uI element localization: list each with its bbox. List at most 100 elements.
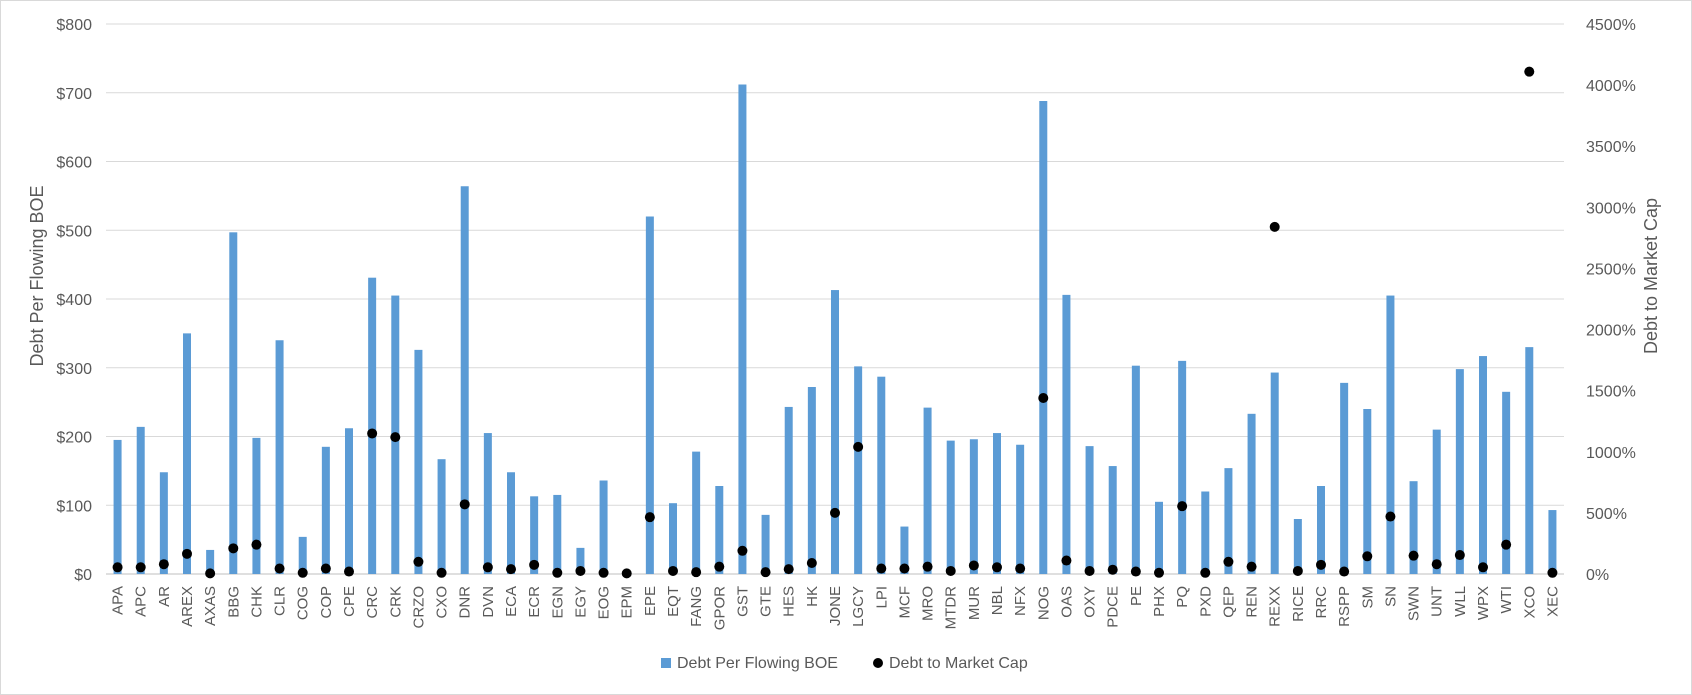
category-label: SM — [1359, 586, 1376, 609]
point-cxo — [436, 567, 447, 578]
point-swn — [1408, 550, 1419, 561]
bar-cpe — [345, 428, 353, 574]
category-label: EGN — [549, 586, 566, 619]
bar-egy — [576, 547, 585, 574]
category-label: GTE — [758, 586, 775, 617]
point-epe — [644, 512, 655, 523]
category-label: CXO — [434, 586, 451, 619]
right-axis-ticks: 0% 500% 1000% 1500% 2000% 2500% 3000% 3500% 4000… — [1586, 17, 1636, 584]
point-cpe — [344, 566, 354, 577]
category-label: RRC — [1313, 586, 1330, 619]
bar-eog — [599, 480, 608, 574]
legend-label-bar: Debt Per Flowing BOE — [677, 655, 838, 672]
point-cop — [320, 563, 331, 574]
category-label: DVN — [480, 586, 497, 618]
bar-wti — [1502, 391, 1511, 574]
bar-ar — [159, 472, 168, 574]
bar-series — [113, 84, 1557, 574]
point-bbg — [228, 543, 239, 554]
y2-axis-title: Debt to Market Cap — [1641, 198, 1661, 354]
category-label: CRK — [387, 586, 404, 618]
left-axis-ticks: $0 $100 $200 $300 $400 $500 $600 $700 $800 — [56, 17, 92, 584]
y-tick-label: $200 — [56, 430, 92, 447]
bar-unt — [1432, 429, 1441, 574]
category-label: CRC — [364, 586, 381, 619]
point-crc — [367, 428, 378, 439]
bar-mtdr — [946, 440, 955, 574]
category-label: NOG — [1035, 586, 1052, 620]
legend-swatch-point — [873, 658, 883, 668]
bar-oxy — [1085, 446, 1094, 574]
category-label: GST — [734, 586, 751, 617]
category-label: COG — [295, 586, 312, 620]
bar-mcf — [900, 526, 909, 574]
category-label: BBG — [225, 586, 242, 618]
point-phx — [1154, 567, 1164, 578]
point-fang — [691, 567, 702, 578]
category-label: CHK — [248, 586, 265, 618]
category-label: HK — [804, 586, 821, 607]
category-label: WPX — [1475, 586, 1492, 620]
y-axis-title: Debt Per Flowing BOE — [27, 185, 47, 366]
bar-apc — [136, 426, 145, 574]
point-crzo — [413, 556, 424, 567]
y-tick-label: $300 — [56, 361, 92, 378]
category-label: EOG — [596, 586, 613, 619]
bar-hes — [784, 406, 793, 574]
point-epm — [621, 568, 632, 579]
y2-tick-label: 1000% — [1586, 445, 1636, 462]
legend-swatch-bar — [661, 658, 671, 668]
point-cog — [297, 567, 308, 578]
y2-tick-label: 4000% — [1586, 78, 1636, 95]
point-sm — [1362, 551, 1373, 562]
point-apa — [112, 562, 123, 573]
category-label: AXAS — [202, 586, 219, 626]
point-xec — [1547, 567, 1558, 578]
bar-oas — [1062, 294, 1071, 574]
point-rspp — [1339, 566, 1350, 577]
bar-eca — [507, 472, 515, 574]
point-unt — [1431, 559, 1442, 570]
category-label: REN — [1244, 586, 1261, 618]
bar-axas — [206, 549, 215, 574]
point-rexx — [1269, 221, 1280, 232]
point-mtdr — [945, 565, 956, 576]
point-clr — [274, 563, 285, 574]
bar-crzo — [414, 349, 423, 574]
category-label: AREX — [179, 586, 196, 627]
bar-rexx — [1270, 372, 1279, 574]
category-label: JONE — [827, 586, 844, 626]
bar-sm — [1363, 409, 1372, 574]
category-label: GPOR — [711, 586, 728, 630]
point-apc — [135, 562, 146, 573]
category-label: EQT — [665, 586, 682, 617]
point-eog — [598, 567, 609, 578]
category-label: PXD — [1197, 586, 1214, 617]
point-oxy — [1084, 565, 1095, 576]
y-tick-label: $800 — [56, 17, 92, 34]
bar-pe — [1131, 365, 1140, 574]
point-nog — [1038, 393, 1049, 403]
point-hes — [783, 564, 794, 575]
scatter-series — [112, 66, 1558, 579]
point-xco — [1524, 66, 1535, 77]
bar-cxo — [437, 459, 446, 574]
bar-nog — [1039, 101, 1048, 574]
bar-gte — [761, 514, 770, 574]
point-arex — [182, 548, 192, 559]
category-label: CLR — [272, 586, 289, 616]
y-tick-label: $700 — [56, 86, 92, 103]
point-gte — [760, 567, 771, 578]
bar-gpor — [715, 486, 724, 574]
category-label: COP — [318, 586, 335, 619]
category-label: OAS — [1058, 586, 1075, 618]
point-lgcy — [853, 441, 864, 452]
category-label: OXY — [1082, 586, 1099, 618]
bar-mro — [923, 407, 932, 574]
category-label: WLL — [1452, 586, 1469, 617]
bar-pq — [1178, 360, 1187, 574]
category-label: AR — [156, 586, 173, 607]
point-pxd — [1200, 567, 1211, 578]
point-dvn — [482, 562, 493, 573]
category-label: XEC — [1544, 586, 1561, 617]
